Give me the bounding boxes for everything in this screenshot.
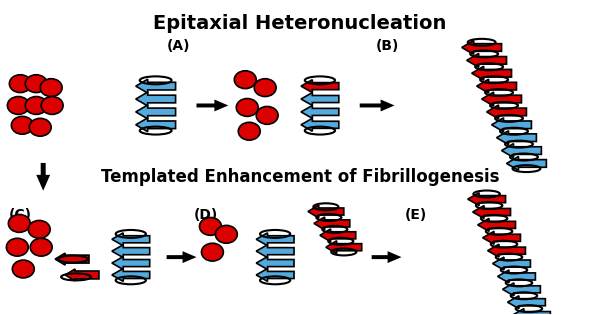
Ellipse shape xyxy=(10,75,31,93)
Ellipse shape xyxy=(13,260,34,278)
Ellipse shape xyxy=(11,116,33,134)
Ellipse shape xyxy=(215,226,237,243)
Text: (E): (E) xyxy=(404,208,427,221)
FancyArrow shape xyxy=(512,309,550,315)
FancyArrow shape xyxy=(478,219,515,231)
FancyArrow shape xyxy=(468,193,506,206)
FancyArrow shape xyxy=(360,100,395,112)
Text: (D): (D) xyxy=(193,208,218,221)
FancyArrow shape xyxy=(112,233,149,246)
FancyArrow shape xyxy=(301,80,339,93)
Ellipse shape xyxy=(7,238,28,256)
Ellipse shape xyxy=(25,96,47,114)
Text: (B): (B) xyxy=(376,39,399,53)
Ellipse shape xyxy=(256,106,278,124)
FancyArrow shape xyxy=(497,270,535,283)
FancyArrow shape xyxy=(256,233,294,246)
FancyArrow shape xyxy=(502,144,541,158)
Ellipse shape xyxy=(8,215,30,232)
Text: (C): (C) xyxy=(8,208,31,221)
FancyArrow shape xyxy=(301,93,339,106)
Ellipse shape xyxy=(7,96,29,114)
FancyArrow shape xyxy=(326,241,362,254)
FancyArrow shape xyxy=(256,257,294,270)
FancyArrow shape xyxy=(136,79,176,93)
Ellipse shape xyxy=(235,71,256,89)
Text: Templated Enhancement of Fibrillogenesis: Templated Enhancement of Fibrillogenesis xyxy=(101,168,499,186)
Ellipse shape xyxy=(28,220,50,238)
FancyArrow shape xyxy=(136,105,176,119)
Ellipse shape xyxy=(199,217,221,235)
FancyArrow shape xyxy=(508,296,545,309)
FancyArrow shape xyxy=(55,253,89,265)
Ellipse shape xyxy=(29,118,51,136)
FancyArrow shape xyxy=(301,118,339,131)
Text: Epitaxial Heteronucleation: Epitaxial Heteronucleation xyxy=(154,14,446,33)
FancyArrow shape xyxy=(136,92,176,106)
Text: (A): (A) xyxy=(167,39,190,53)
FancyArrow shape xyxy=(167,251,196,263)
FancyArrow shape xyxy=(503,283,541,296)
Ellipse shape xyxy=(254,79,276,96)
FancyArrow shape xyxy=(65,269,99,281)
FancyArrow shape xyxy=(36,163,50,191)
FancyArrow shape xyxy=(488,244,526,257)
FancyArrow shape xyxy=(112,245,149,258)
FancyArrow shape xyxy=(256,245,294,258)
FancyArrow shape xyxy=(314,217,350,230)
FancyArrow shape xyxy=(371,251,401,263)
FancyArrow shape xyxy=(301,106,339,118)
Ellipse shape xyxy=(202,243,223,261)
FancyArrow shape xyxy=(487,105,526,119)
FancyArrow shape xyxy=(136,118,176,132)
FancyArrow shape xyxy=(472,66,512,80)
Ellipse shape xyxy=(40,79,62,96)
Ellipse shape xyxy=(236,99,258,116)
Ellipse shape xyxy=(41,96,63,114)
FancyArrow shape xyxy=(482,92,521,106)
FancyArrow shape xyxy=(476,79,517,93)
FancyArrow shape xyxy=(493,257,530,270)
FancyArrow shape xyxy=(112,268,149,281)
FancyArrow shape xyxy=(506,157,547,170)
FancyArrow shape xyxy=(308,205,344,218)
FancyArrow shape xyxy=(467,54,506,67)
Ellipse shape xyxy=(238,122,260,140)
Ellipse shape xyxy=(25,75,47,93)
FancyArrow shape xyxy=(473,206,511,219)
FancyArrow shape xyxy=(112,257,149,270)
FancyArrow shape xyxy=(196,100,229,112)
FancyArrow shape xyxy=(462,41,502,54)
FancyArrow shape xyxy=(256,268,294,281)
FancyArrow shape xyxy=(491,118,532,132)
Ellipse shape xyxy=(30,238,52,256)
FancyArrow shape xyxy=(497,131,536,145)
FancyArrow shape xyxy=(320,229,356,242)
FancyArrow shape xyxy=(482,231,520,244)
